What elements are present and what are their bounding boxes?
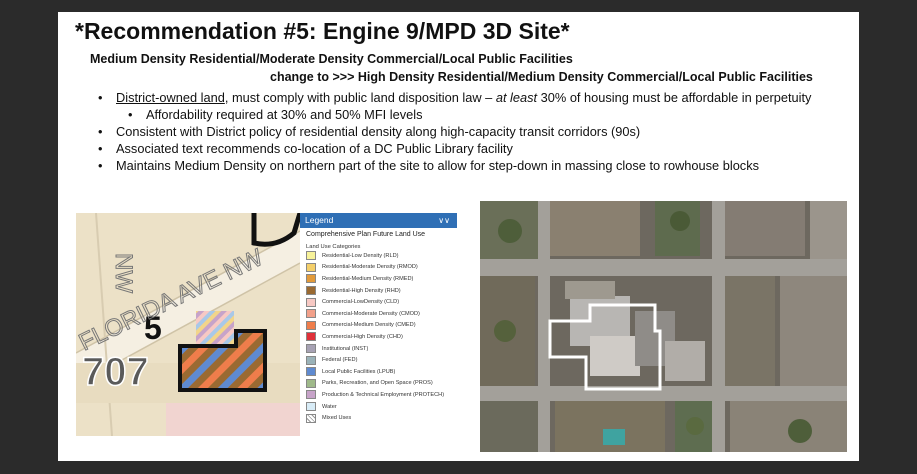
legend-item: Water (300, 401, 457, 413)
legend-items: Residential-Low Density (RLD) Residential… (300, 250, 457, 424)
legend-item-label: Residential-Moderate Density (RMOD) (322, 264, 418, 271)
legend-item-label: Residential-Low Density (RLD) (322, 252, 399, 259)
legend-item: Residential-Low Density (RLD) (300, 250, 457, 262)
future-land-use-map: 5 707 FLORIDA AVE NW NW (76, 213, 300, 436)
legend-category-title: Land Use Categories (306, 244, 361, 250)
legend-item-label: Residential-High Density (RHD) (322, 287, 401, 294)
legend-item: Federal (FED) (300, 354, 457, 366)
legend-item: Institutional (INST) (300, 343, 457, 355)
legend-item-label: Production & Technical Employment (PROTE… (322, 391, 445, 398)
legend-swatch-icon (306, 332, 316, 342)
bullet-step-down: Maintains Medium Density on northern par… (98, 157, 848, 174)
slide-title: *Recommendation #5: Engine 9/MPD 3D Site… (75, 18, 570, 44)
legend-item-label: Commercial-Medium Density (CMED) (322, 322, 416, 329)
legend-item-label: Local Public Facilities (LPUB) (322, 368, 396, 375)
bullet-transit-policy: Consistent with District policy of resid… (98, 123, 848, 140)
legend-item-label: Commercial-High Density (CHD) (322, 333, 403, 340)
legend-swatch-icon (306, 413, 316, 423)
map-legend: Legend ∨∨ Comprehensive Plan Future Land… (300, 213, 457, 436)
legend-swatch-icon (306, 320, 316, 330)
legend-item: Commercial-LowDensity (CLD) (300, 296, 457, 308)
sub-bullet-affordability: Affordability required at 30% and 50% MF… (98, 106, 848, 123)
parcel-number-label: 707 (82, 350, 149, 394)
legend-swatch-icon (306, 355, 316, 365)
legend-swatch-icon (306, 402, 316, 412)
bullet-library: Associated text recommends co-location o… (98, 140, 848, 157)
legend-swatch-icon (306, 309, 316, 319)
collapse-chevron-icon[interactable]: ∨∨ (438, 216, 450, 225)
legend-swatch-icon (306, 274, 316, 284)
legend-swatch-icon (306, 251, 316, 261)
legend-item-label: Parks, Recreation, and Open Space (PROS) (322, 380, 433, 387)
legend-item: Commercial-Medium Density (CMED) (300, 320, 457, 332)
legend-swatch-icon (306, 297, 316, 307)
map-graphic: 5 707 FLORIDA AVE NW NW (76, 213, 300, 436)
site-number-label: 5 (144, 310, 162, 346)
bullet-district-land: District-owned land, must comply with pu… (98, 89, 848, 106)
bullet-text: , must comply with public land dispositi… (224, 90, 496, 105)
legend-swatch-icon (306, 262, 316, 272)
legend-item-label: Residential-Medium Density (RMED) (322, 275, 414, 282)
legend-item-label: Commercial-LowDensity (CLD) (322, 299, 400, 306)
legend-item: Residential-Medium Density (RMED) (300, 273, 457, 285)
side-street-label: NW (110, 253, 137, 293)
legend-item: Commercial-High Density (CHD) (300, 331, 457, 343)
legend-title: Legend (305, 215, 334, 225)
aerial-graphic (480, 201, 847, 452)
slide: *Recommendation #5: Engine 9/MPD 3D Site… (58, 12, 859, 461)
legend-item: Parks, Recreation, and Open Space (PROS) (300, 378, 457, 390)
legend-item: Mixed Uses (300, 412, 457, 424)
legend-item: Local Public Facilities (LPUB) (300, 366, 457, 378)
subtitle-proposed-designation: change to >>> High Density Residential/M… (270, 70, 813, 84)
subtitle-current-designation: Medium Density Residential/Moderate Dens… (90, 52, 573, 66)
bullet-list: District-owned land, must comply with pu… (98, 89, 848, 174)
legend-item: Production & Technical Employment (PROTE… (300, 389, 457, 401)
legend-item-label: Federal (FED) (322, 357, 358, 364)
legend-item-label: Institutional (INST) (322, 345, 369, 352)
legend-swatch-icon (306, 286, 316, 296)
legend-swatch-icon (306, 344, 316, 354)
legend-item: Residential-Moderate Density (RMOD) (300, 262, 457, 274)
bullet-text: 30% of housing must be affordable in per… (537, 90, 812, 105)
legend-swatch-icon (306, 367, 316, 377)
district-owned-link-text: District-owned land (116, 90, 225, 105)
legend-item: Commercial-Moderate Density (CMOD) (300, 308, 457, 320)
legend-swatch-icon (306, 378, 316, 388)
legend-swatch-icon (306, 390, 316, 400)
legend-item-label: Water (322, 403, 337, 410)
aerial-photo (480, 201, 847, 452)
legend-layer-name: Comprehensive Plan Future Land Use (306, 231, 426, 238)
bullet-emphasis: at least (495, 90, 538, 105)
legend-item-label: Mixed Uses (322, 415, 352, 422)
legend-item-label: Commercial-Moderate Density (CMOD) (322, 310, 420, 317)
legend-header[interactable]: Legend ∨∨ (300, 213, 457, 228)
legend-item: Residential-High Density (RHD) (300, 285, 457, 297)
